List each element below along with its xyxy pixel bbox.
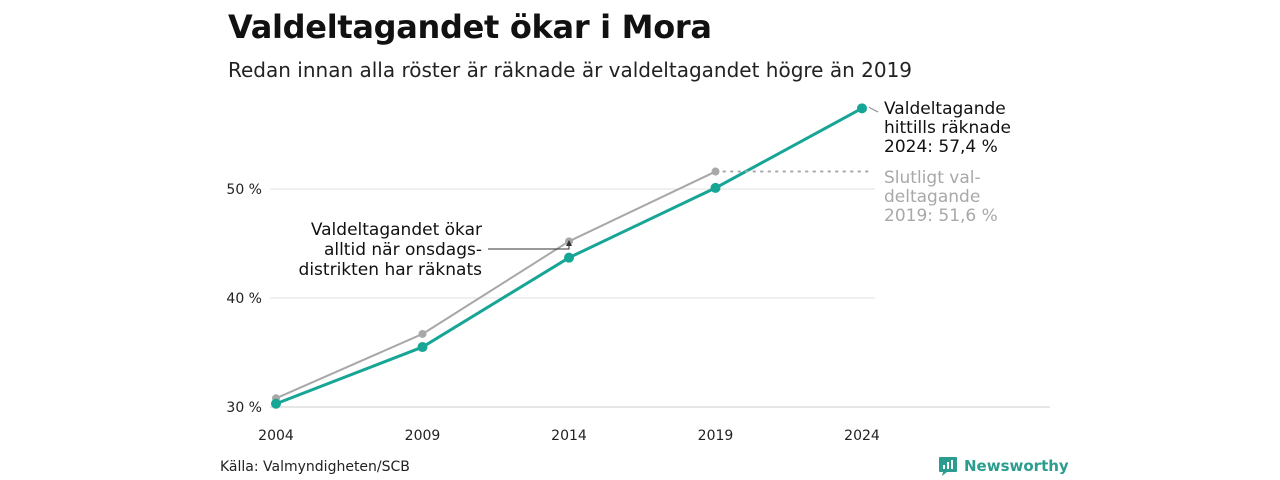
x-tick-label: 2014 [551,428,587,444]
y-tick-label: 30 % [226,400,262,416]
y-tick-label: 40 % [226,291,262,307]
data-point-counted [710,182,721,193]
chart-title: Valdeltagandet ökar i Mora [228,8,712,46]
data-point-final [418,329,427,338]
data-point-counted [417,342,428,353]
annotation-counted: Valdeltagande [884,99,1006,119]
annotation-wednesday: distrikten har räknats [299,260,483,280]
brand-name: Newsworthy [964,457,1069,475]
bar-chart-icon [939,457,957,476]
annotation-wednesday: Valdeltagandet ökar [311,220,482,240]
y-tick-label: 50 % [226,182,262,198]
series-layer [271,103,867,409]
chart-subtitle: Redan innan alla röster är räknade är va… [228,58,913,82]
annotation-final: deltagande [884,187,980,207]
brand-logo: Newsworthy [938,456,1069,476]
x-tick-label: 2024 [844,428,880,444]
data-point-counted [271,398,281,409]
annotation-final: 2019: 51,6 % [884,206,998,226]
grid-layer [270,188,1050,408]
callout-arrowhead [566,240,572,246]
source-note: Källa: Valmyndigheten/SCB [220,459,410,475]
annotation-counted: hittills räknade [884,118,1011,138]
x-tick-label: 2019 [698,428,734,444]
data-point-counted [857,103,867,114]
annotation-counted: 2024: 57,4 % [884,137,998,157]
axis-layer: 30 % 40 % 50 % 2004 2009 2014 2019 2024 [226,182,879,444]
series-line-final [275,170,716,400]
annotation-wednesday: alltid när onsdags- [324,240,482,260]
x-tick-label: 2009 [405,428,441,444]
annotation-final: Slutligt val- [884,168,981,188]
data-point-counted [564,252,574,263]
leader-line [868,106,879,113]
x-tick-label: 2004 [258,428,294,444]
data-point-final [711,167,720,176]
